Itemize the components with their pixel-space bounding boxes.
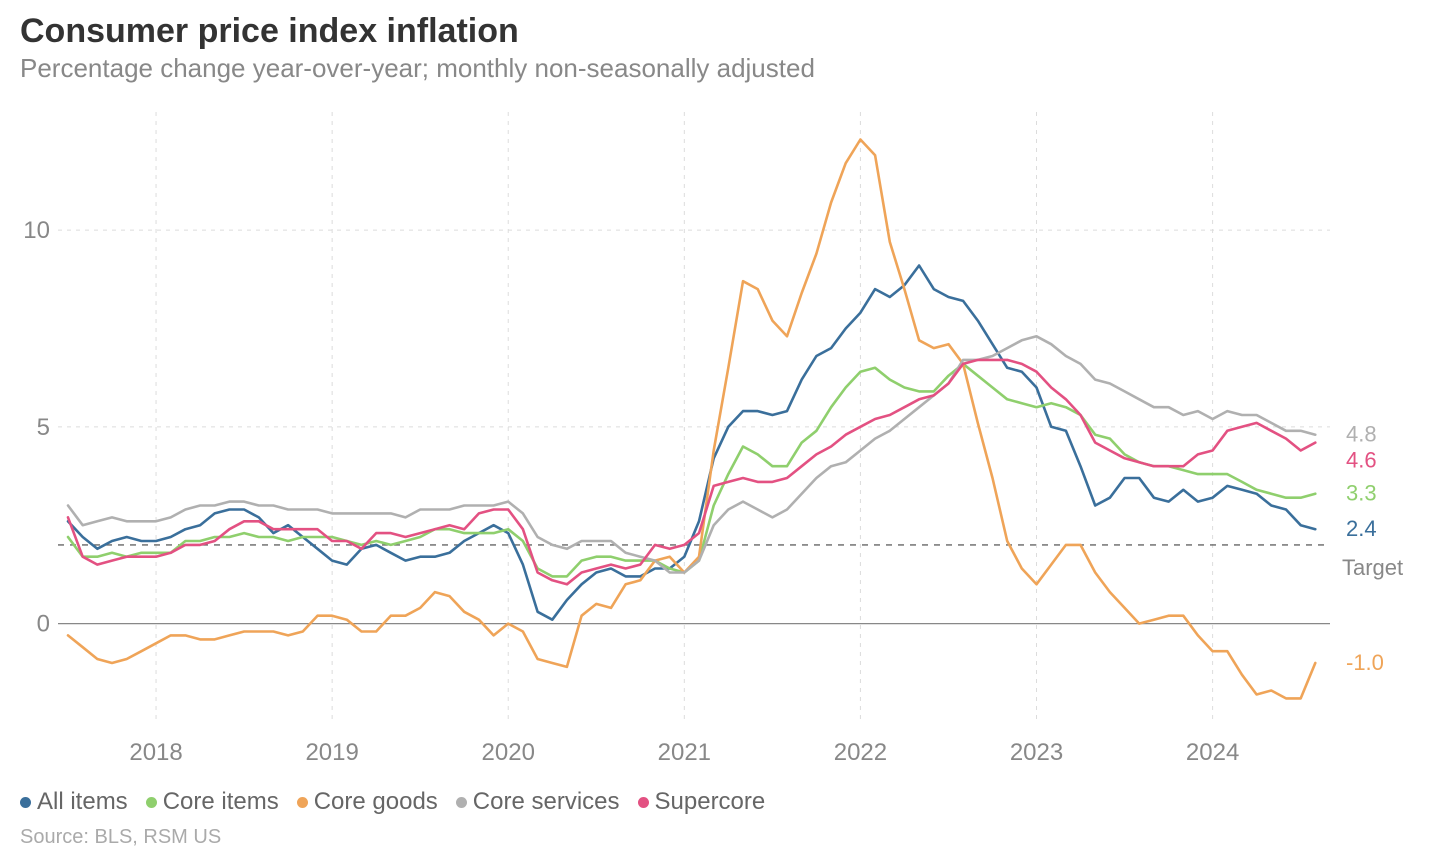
end-value-label: 4.6 [1346, 448, 1377, 473]
line-chart-svg: 2018 2019 2020 2021 2022 2023 2024 0 5 10 Target 4.… [20, 102, 1411, 782]
legend-item-supercore: Supercore [638, 788, 766, 816]
end-value-label: 2.4 [1346, 516, 1377, 541]
chart-source: Source: BLS, RSM US [20, 826, 1411, 849]
legend-item-all-items: All items [20, 788, 128, 816]
x-tick-label: 2020 [482, 739, 535, 766]
legend-dot-icon [297, 797, 308, 808]
chart-container: Consumer price index inflation Percentag… [0, 0, 1431, 866]
legend-item-core-goods: Core goods [297, 788, 438, 816]
x-tick-label: 2019 [305, 739, 358, 766]
legend-label: Core items [163, 788, 279, 816]
chart-subtitle: Percentage change year-over-year; monthl… [20, 53, 1411, 84]
legend-item-core-items: Core items [146, 788, 279, 816]
x-tick-label: 2018 [129, 739, 182, 766]
legend-dot-icon [20, 797, 31, 808]
y-tick-label: 5 [37, 414, 50, 441]
chart-plot-area: 2018 2019 2020 2021 2022 2023 2024 0 5 10 Target 4.… [20, 102, 1411, 782]
x-tick-label: 2023 [1010, 739, 1063, 766]
end-value-label: 3.3 [1346, 481, 1377, 506]
end-value-label: -1.0 [1346, 650, 1384, 675]
legend-label: Supercore [655, 788, 766, 816]
legend-label: Core services [473, 788, 620, 816]
legend-item-core-services: Core services [456, 788, 620, 816]
x-tick-label: 2021 [658, 739, 711, 766]
y-tick-label: 10 [23, 217, 50, 244]
legend-label: Core goods [314, 788, 438, 816]
target-label: Target [1342, 555, 1403, 580]
x-tick-label: 2022 [834, 739, 887, 766]
y-tick-label: 0 [37, 611, 50, 638]
legend-dot-icon [638, 797, 649, 808]
x-tick-label: 2024 [1186, 739, 1239, 766]
legend: All items Core items Core goods Core servic… [20, 788, 1411, 816]
legend-dot-icon [456, 797, 467, 808]
chart-title: Consumer price index inflation [20, 12, 1411, 51]
legend-dot-icon [146, 797, 157, 808]
end-value-label: 4.8 [1346, 422, 1377, 447]
legend-label: All items [37, 788, 128, 816]
